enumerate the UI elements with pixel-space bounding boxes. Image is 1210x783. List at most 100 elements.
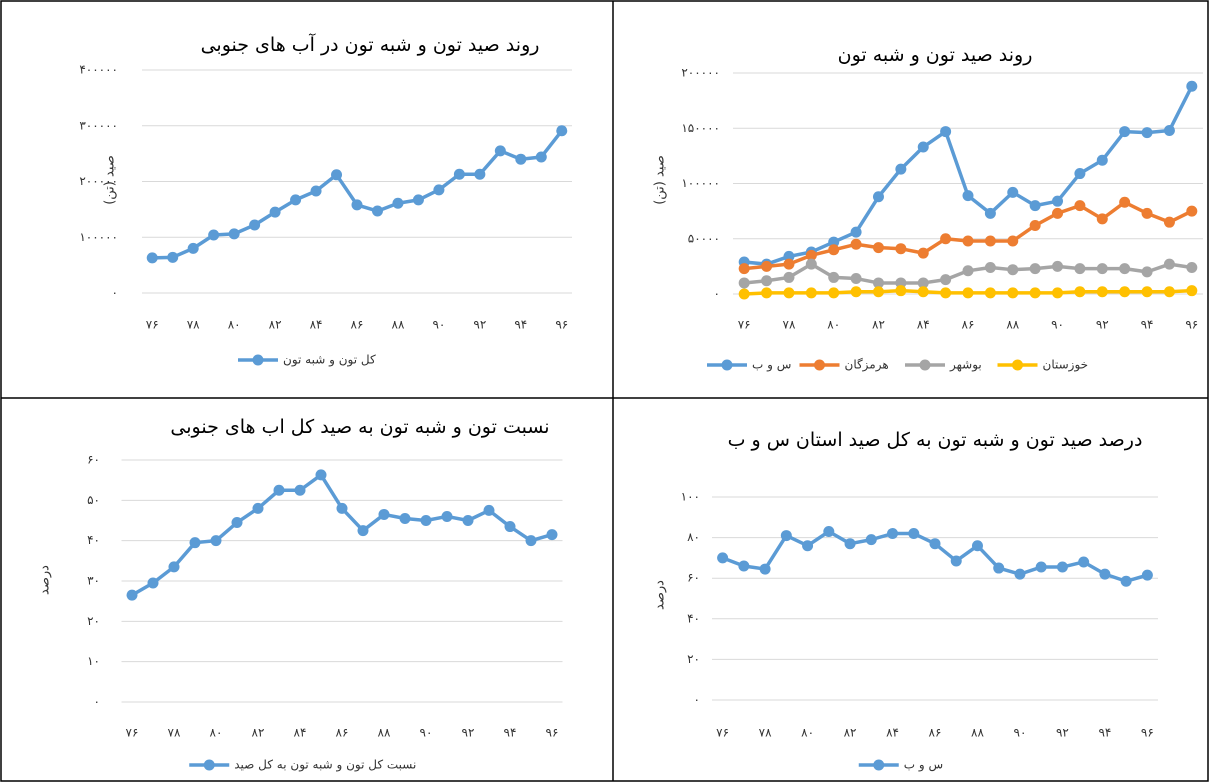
x-tick-label: ۸۸ xyxy=(392,318,405,332)
data-point xyxy=(759,563,771,575)
data-point xyxy=(535,151,547,163)
data-point xyxy=(351,199,363,211)
data-point xyxy=(940,233,952,245)
data-point xyxy=(515,153,527,165)
data-point xyxy=(462,515,474,526)
data-point xyxy=(392,197,404,209)
data-point xyxy=(872,286,884,298)
data-point xyxy=(950,555,962,567)
data-point xyxy=(441,510,453,522)
data-point xyxy=(168,561,180,573)
data-point xyxy=(336,502,348,514)
data-point xyxy=(412,194,424,206)
data-point xyxy=(962,190,974,202)
y-tick-label: ۵۰ xyxy=(87,493,100,507)
data-point xyxy=(962,287,974,299)
data-point xyxy=(1119,196,1131,208)
data-point xyxy=(783,287,795,299)
data-point xyxy=(1035,561,1047,573)
data-point xyxy=(984,287,996,299)
y-tick-label: ۶۰ xyxy=(87,453,100,467)
data-point xyxy=(371,205,383,217)
y-tick-label: ۳۰۰۰۰۰ xyxy=(79,118,118,132)
data-point xyxy=(872,242,884,254)
data-point xyxy=(210,535,222,547)
y-tick-label: ۲۰ xyxy=(687,652,700,666)
data-point xyxy=(761,260,773,272)
data-point xyxy=(917,247,929,259)
data-point xyxy=(504,521,516,533)
data-point xyxy=(525,535,537,547)
x-tick-label: ۸۸ xyxy=(971,726,984,740)
data-point xyxy=(887,528,899,540)
data-point xyxy=(805,287,817,299)
data-point xyxy=(908,528,920,540)
x-tick-label: ۷۸ xyxy=(187,318,200,332)
y-tick-label: ۵۰۰۰۰ xyxy=(688,231,720,245)
data-point xyxy=(962,235,974,247)
data-point xyxy=(1074,168,1086,180)
data-point xyxy=(420,515,432,526)
legend-label: س و ب xyxy=(752,358,791,373)
data-point xyxy=(828,271,840,283)
data-point xyxy=(738,263,750,275)
data-point xyxy=(850,273,862,285)
data-point xyxy=(783,258,795,270)
y-tick-label: ۴۰ xyxy=(687,611,700,625)
data-point xyxy=(1141,286,1153,298)
data-point xyxy=(433,184,445,196)
legend-marker xyxy=(721,359,733,371)
data-point xyxy=(187,242,199,254)
data-point xyxy=(1141,207,1153,219)
data-point xyxy=(761,275,773,287)
data-point xyxy=(895,163,907,175)
x-tick-label: ۷۶ xyxy=(146,318,159,332)
legend-label: خوزستان xyxy=(1043,358,1089,373)
x-tick-label: ۹۶ xyxy=(555,318,568,332)
x-tick-label: ۹۲ xyxy=(462,726,475,740)
data-point xyxy=(1074,263,1086,275)
data-point xyxy=(494,145,506,157)
data-point xyxy=(1078,556,1090,568)
data-point xyxy=(940,274,952,286)
data-point xyxy=(1186,285,1198,297)
legend-label: س و ب xyxy=(904,758,943,773)
y-tick-label: ۶۰ xyxy=(687,571,700,585)
data-point xyxy=(1074,200,1086,212)
data-point xyxy=(783,271,795,283)
y-tick-label: ۱۵۰۰۰۰ xyxy=(681,121,720,135)
data-point xyxy=(1056,561,1068,573)
data-point xyxy=(126,589,138,601)
x-tick-label: ۸۰ xyxy=(228,318,241,332)
data-point xyxy=(805,258,817,270)
x-tick-label: ۷۶ xyxy=(738,318,751,332)
x-tick-label: ۸۶ xyxy=(351,318,364,332)
x-tick-label: ۸۰ xyxy=(801,726,814,740)
data-point xyxy=(1119,286,1131,298)
data-point xyxy=(738,277,750,289)
legend-marker xyxy=(814,359,825,371)
legend-label: هرمزگان xyxy=(845,358,889,373)
data-point xyxy=(310,185,322,197)
data-point xyxy=(761,287,773,299)
x-tick-label: ۸۲ xyxy=(252,726,265,740)
legend-marker xyxy=(203,759,215,771)
data-point xyxy=(1029,200,1041,212)
x-tick-label: ۹۲ xyxy=(1096,318,1109,332)
x-tick-label: ۹۴ xyxy=(1098,726,1111,740)
legend-label: نسبت کل تون و شبه تون به کل صید xyxy=(234,758,416,773)
x-tick-label: ۸۲ xyxy=(269,318,282,332)
y-tick-label: ۰ xyxy=(714,287,720,301)
data-point xyxy=(828,287,840,299)
data-point xyxy=(1007,264,1019,276)
x-tick-label: ۷۸ xyxy=(783,318,796,332)
x-tick-label: ۹۶ xyxy=(546,726,559,740)
data-point xyxy=(1096,213,1108,225)
x-tick-label: ۸۴ xyxy=(917,318,930,332)
data-point xyxy=(828,236,840,248)
data-point xyxy=(1007,235,1019,247)
data-point xyxy=(984,235,996,247)
data-point xyxy=(1007,287,1019,299)
data-point xyxy=(940,126,952,138)
